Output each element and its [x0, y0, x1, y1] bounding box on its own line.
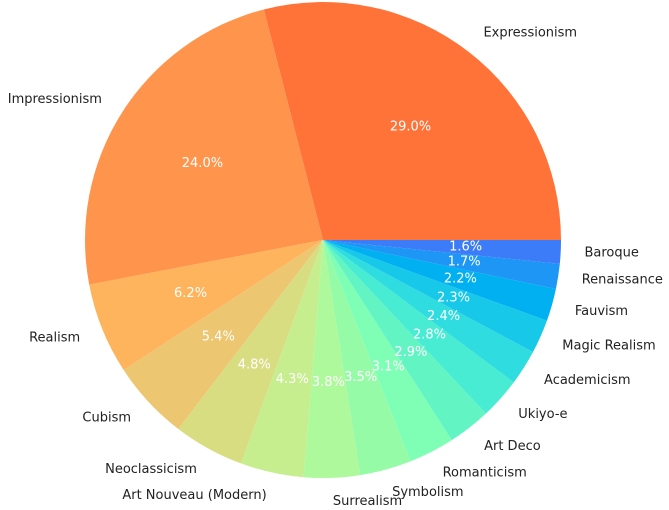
pct-label-ukiyo-e: 2.8% — [413, 328, 446, 343]
pct-label-academicism: 2.4% — [427, 309, 460, 324]
pct-label-romanticism: 3.1% — [372, 360, 405, 375]
pie-slice-fauvism — [323, 240, 556, 321]
pct-label-expressionism: 29.0% — [390, 120, 431, 135]
pie-slice-magic-realism — [323, 240, 547, 353]
slice-label-neoclassicism: Neoclassicism — [105, 462, 197, 477]
slice-label-fauvism: Fauvism — [575, 304, 628, 319]
pct-label-realism: 6.2% — [174, 286, 207, 301]
labels-layer: Expressionism 29.0% Impressionism 24.0% Real… — [8, 26, 663, 509]
pie-slice-impressionism — [85, 9, 324, 285]
pie-slice-ukiyo-e — [323, 240, 514, 414]
pct-label-baroque: 1.6% — [449, 240, 482, 255]
slice-label-cubism: Cubism — [82, 411, 131, 426]
slice-label-realism: Realism — [29, 330, 80, 345]
slice-label-art-nouveau-modern: Art Nouveau (Modern) — [122, 488, 266, 503]
pct-label-fauvism: 2.2% — [444, 271, 477, 286]
pct-label-art-nouveau-modern: 4.3% — [276, 372, 309, 387]
slice-label-baroque: Baroque — [584, 246, 638, 261]
slices-layer — [85, 2, 561, 478]
pct-label-symbolism: 3.5% — [344, 370, 377, 385]
pct-label-art-deco: 2.9% — [394, 345, 427, 360]
pie-slice-romanticism — [323, 240, 452, 462]
pie-slice-surrealism — [303, 240, 361, 478]
pie-slice-renaissance — [323, 240, 560, 289]
pie-slice-symbolism — [323, 240, 411, 476]
pie-slice-neoclassicism — [178, 240, 323, 464]
pct-label-cubism: 5.4% — [202, 330, 235, 345]
pie-slice-art-deco — [323, 240, 486, 441]
pie-slice-realism — [89, 240, 323, 371]
pct-label-impressionism: 24.0% — [182, 156, 223, 171]
slice-label-academicism: Academicism — [544, 373, 631, 388]
pie-slice-baroque — [323, 240, 561, 264]
slice-label-impressionism: Impressionism — [8, 92, 102, 107]
pie-slice-cubism — [123, 240, 323, 429]
pct-label-renaissance: 1.7% — [448, 254, 481, 269]
slice-label-expressionism: Expressionism — [483, 26, 577, 41]
slice-label-surrealism: Surrealism — [333, 494, 402, 509]
slice-label-magic-realism: Magic Realism — [562, 339, 655, 354]
pie-slice-expressionism — [263, 2, 561, 240]
slice-label-romanticism: Romanticism — [443, 465, 527, 480]
slice-label-art-deco: Art Deco — [484, 439, 541, 454]
pct-label-magic-realism: 2.3% — [437, 290, 470, 305]
slice-label-ukiyo-e: Ukiyo-e — [518, 407, 567, 422]
pct-label-surrealism: 3.8% — [312, 375, 345, 390]
slice-label-renaissance: Renaissance — [582, 273, 663, 288]
pie-slice-art-nouveau-modern — [240, 240, 323, 478]
pct-label-neoclassicism: 4.8% — [238, 358, 271, 373]
slice-label-symbolism: Symbolism — [392, 485, 463, 500]
pie-slice-academicism — [323, 240, 533, 383]
